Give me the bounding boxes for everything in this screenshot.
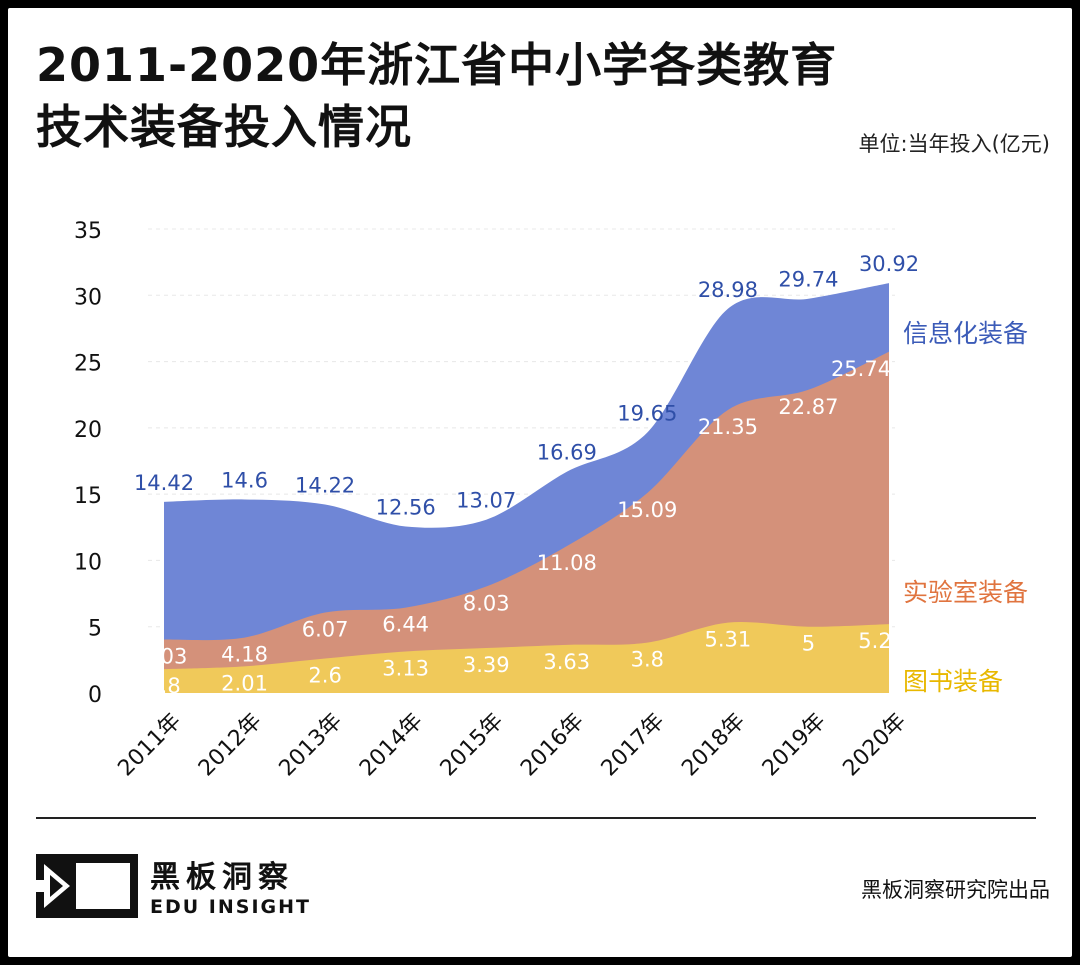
value-label-info: 14.6: [221, 468, 268, 492]
y-tick-label: 20: [74, 418, 102, 443]
value-label-book: 1.8: [147, 674, 180, 698]
area-book-equipment: [164, 622, 889, 693]
y-tick-label: 30: [74, 285, 102, 310]
area-series: [164, 283, 889, 693]
x-tick-label: 2014年: [355, 709, 428, 782]
value-label-info: 13.07: [456, 489, 516, 513]
value-label-book: 5.31: [705, 628, 752, 652]
x-axis-ticks: 2011年 2012年 2013年 2014年 2015年 2016年 2017年 2018年…: [113, 709, 911, 782]
x-tick-label: 2012年: [194, 709, 267, 782]
y-tick-label: 25: [74, 352, 102, 377]
x-tick-label: 2017年: [597, 709, 670, 782]
value-label-lab: 22.87: [778, 395, 838, 419]
value-label-lab: 4.18: [221, 643, 268, 667]
x-tick-label: 2019年: [758, 709, 831, 782]
value-label-info: 12.56: [376, 495, 436, 519]
area-lab-equipment: [164, 351, 889, 693]
value-label-lab: 6.07: [302, 618, 349, 642]
value-label-book: 5.2: [858, 629, 891, 653]
value-label-book: 2.01: [221, 671, 268, 695]
legend-info-equipment: 信息化装备: [903, 319, 1028, 348]
area-chart: 0 5 10 15 20 25 30 35 2011年 2012年 2013年 2014年 2015年…: [74, 219, 1028, 782]
value-label-book: 3.8: [631, 648, 664, 672]
footer-divider: [36, 817, 1036, 819]
y-tick-label: 5: [88, 617, 102, 642]
value-label-book: 5: [802, 632, 815, 656]
value-labels: 14.42 14.6 14.22 12.56 13.07 16.69 19.65 28.98 2…: [134, 252, 919, 698]
unit-label: 单位:当年投入(亿元): [858, 132, 1050, 156]
x-tick-label: 2013年: [275, 709, 348, 782]
x-tick-label: 2015年: [436, 709, 509, 782]
value-label-info: 30.92: [859, 252, 919, 276]
value-label-lab: 11.08: [537, 551, 597, 575]
y-tick-label: 35: [74, 219, 102, 244]
value-label-lab: 25.74: [831, 357, 891, 381]
title-line-2: 技术装备投入情况: [36, 100, 412, 154]
poster-frame: [8, 8, 1072, 957]
x-tick-label: 2018年: [677, 709, 750, 782]
value-label-lab: 15.09: [617, 498, 677, 522]
legend-book-equipment: 图书装备: [903, 667, 1003, 696]
brand-name-cn: 黑板洞察: [150, 860, 294, 895]
y-tick-label: 15: [74, 484, 102, 509]
chart-title: 2011-2020年浙江省中小学各类教育 技术装备投入情况: [36, 34, 837, 158]
x-tick-label: 2011年: [113, 709, 186, 782]
value-label-info: 29.74: [778, 268, 838, 292]
x-tick-label: 2020年: [838, 709, 911, 782]
title-line-1: 2011-2020年浙江省中小学各类教育: [36, 38, 838, 92]
y-tick-label: 10: [74, 550, 102, 575]
y-axis-ticks: 0 5 10 15 20 25 30 35: [74, 219, 102, 708]
legend-lab-equipment: 实验室装备: [903, 578, 1028, 607]
value-label-info: 28.98: [698, 278, 758, 302]
value-label-book: 3.63: [543, 650, 590, 674]
value-label-lab: 6.44: [382, 613, 429, 637]
value-label-info: 16.69: [537, 441, 597, 465]
value-label-lab: 8.03: [463, 592, 510, 616]
value-label-book: 3.39: [463, 653, 510, 677]
credit-text: 黑板洞察研究院出品: [861, 878, 1050, 902]
brand-name-en: EDU INSIGHT: [150, 896, 311, 918]
value-label-info: 19.65: [617, 401, 677, 425]
value-label-book: 2.6: [308, 664, 341, 688]
edu-insight-logo-icon: [36, 854, 138, 918]
x-tick-label: 2016年: [516, 709, 589, 782]
y-tick-label: 0: [88, 683, 102, 708]
value-label-book: 3.13: [382, 657, 429, 681]
value-label-info: 14.22: [295, 473, 355, 497]
value-label-lab: 21.35: [698, 415, 758, 439]
value-label-info: 14.42: [134, 471, 194, 495]
value-label-lab: 4.03: [141, 645, 188, 669]
